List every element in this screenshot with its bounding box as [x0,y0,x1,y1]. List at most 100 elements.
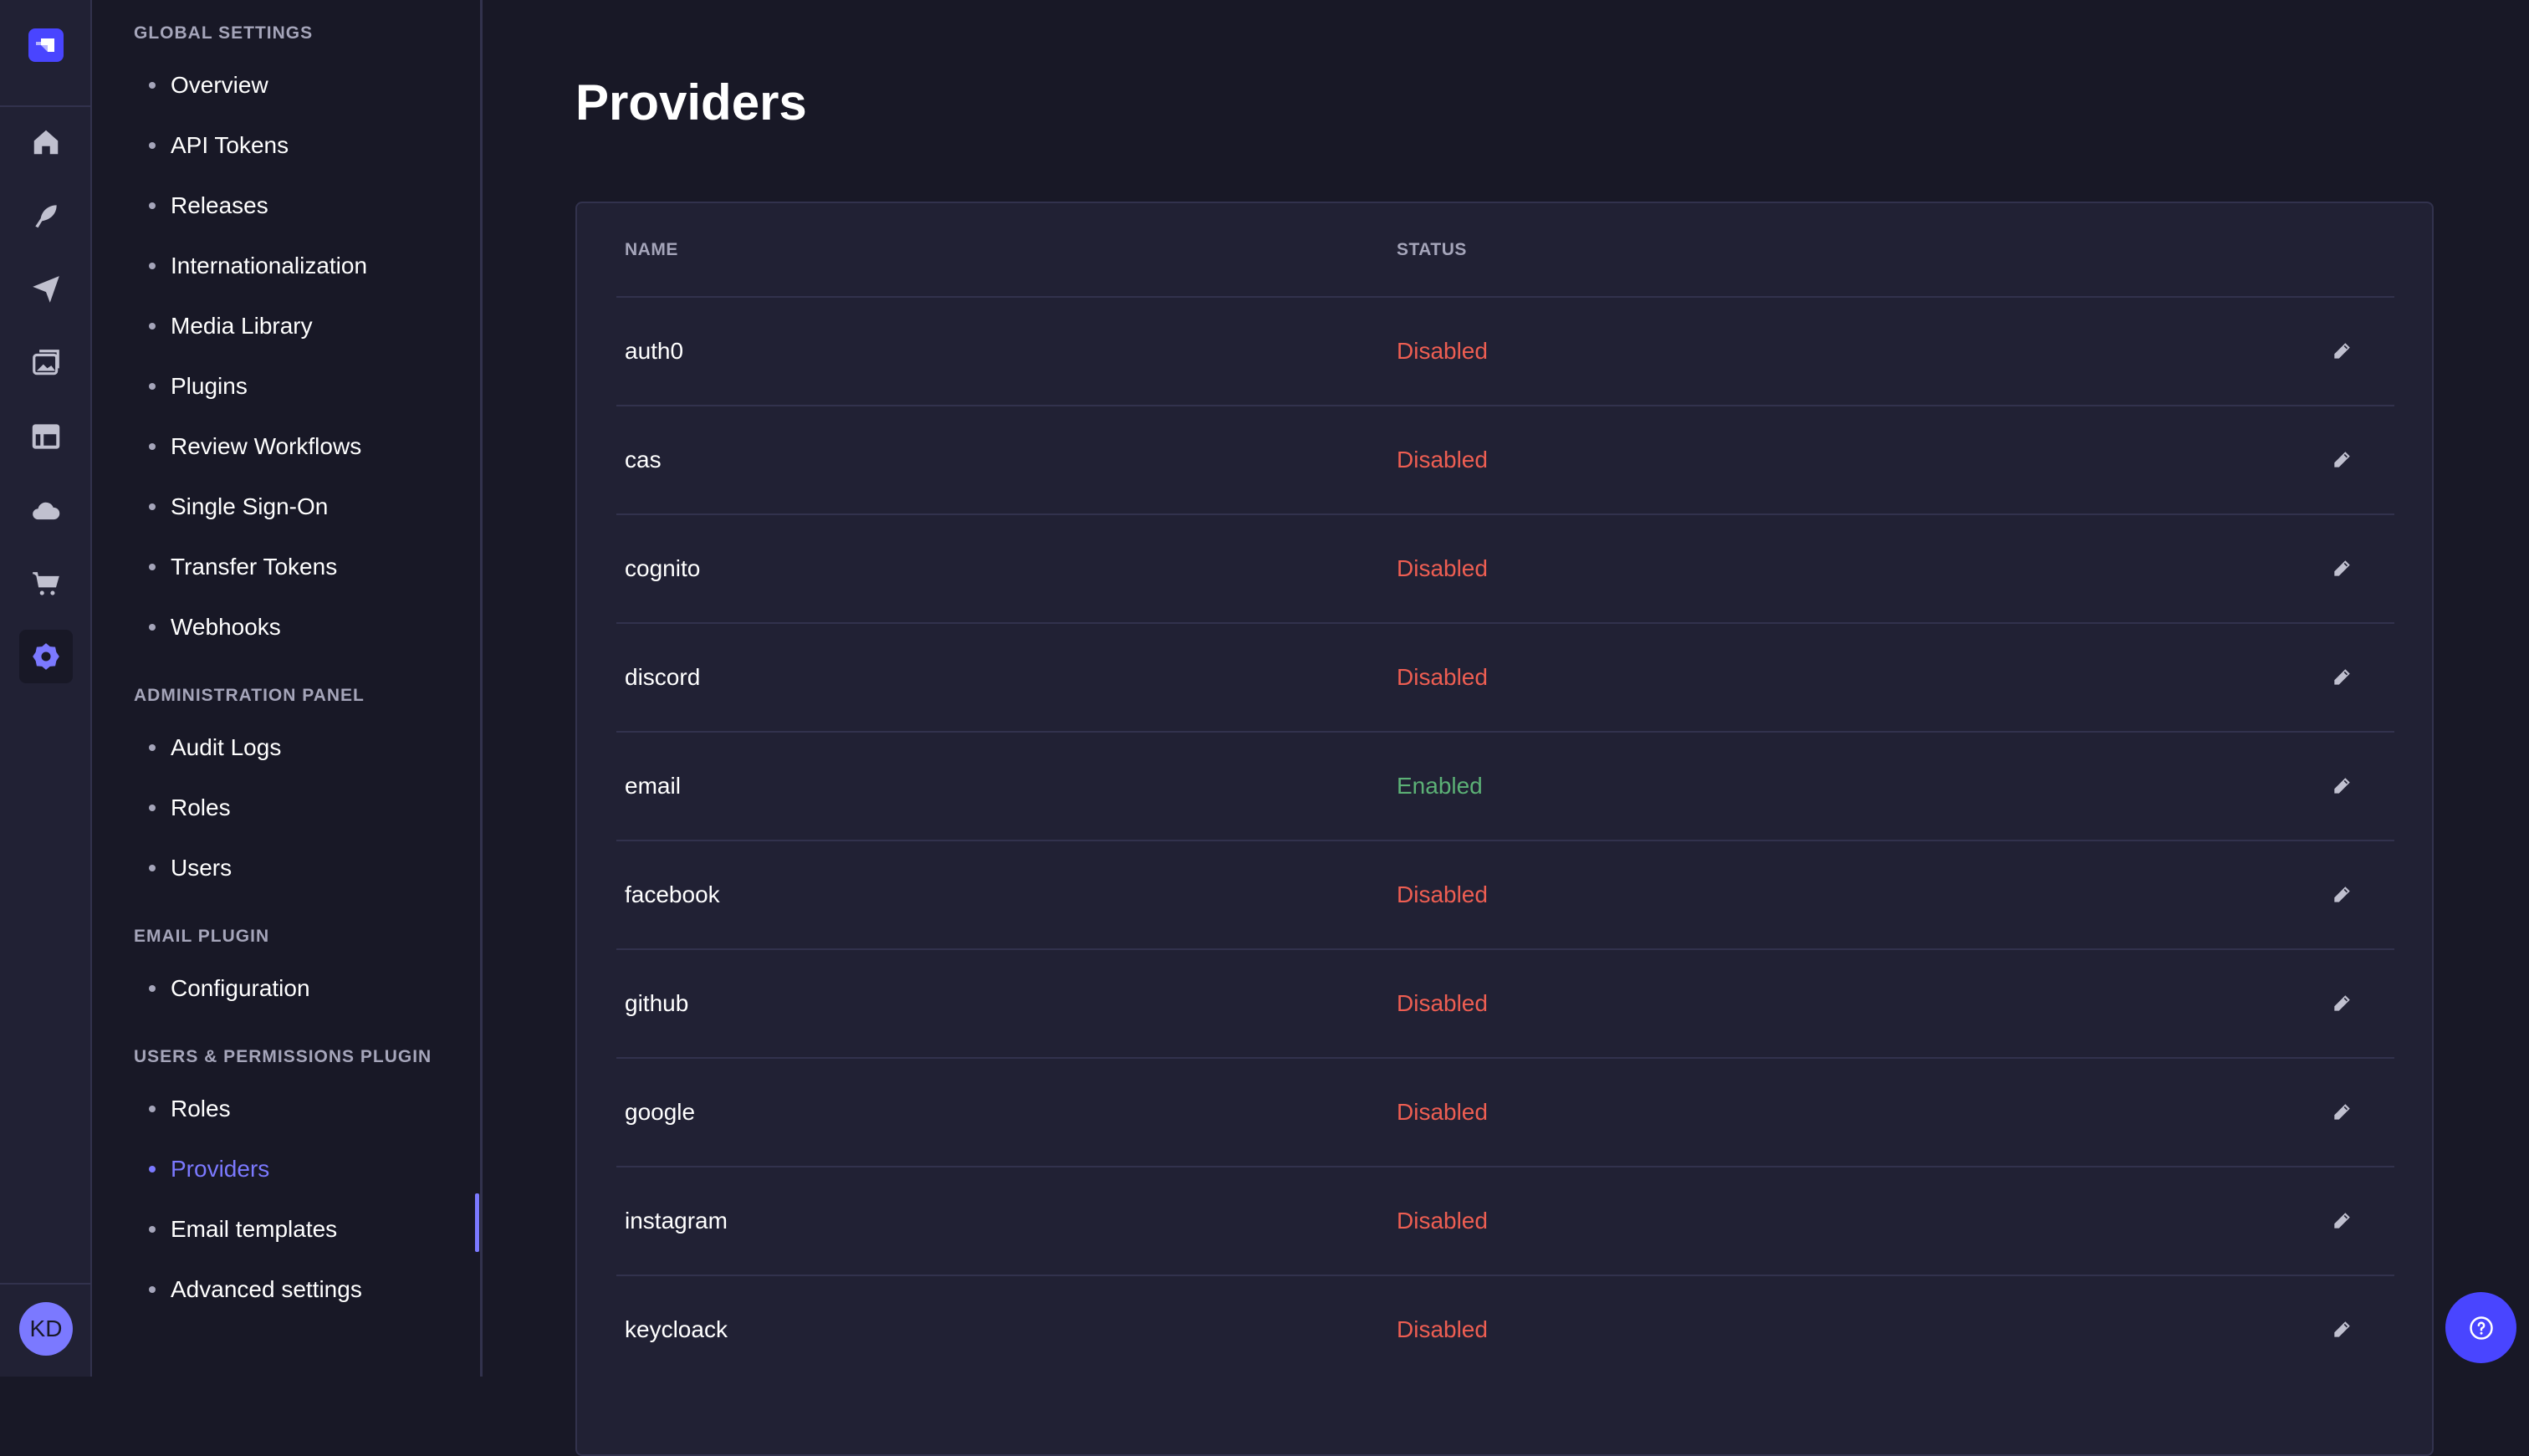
nav-item-audit-logs[interactable]: Audit Logs [149,734,281,761]
nav-item-label: Review Workflows [171,433,362,459]
strapi-logo[interactable] [28,28,64,62]
deploy-plane-icon [33,276,59,303]
status-badge: Enabled [1397,773,1483,799]
nav-item-label: Overview [171,72,268,98]
status-badge: Disabled [1397,555,1488,581]
edit-button[interactable] [2327,662,2357,692]
layout-icon [32,424,60,449]
table-row[interactable]: google Disabled [616,1057,2394,1166]
providers-table: NAME STATUS auth0 Disabled cas Disabled cogn… [575,202,2434,1456]
edit-button[interactable] [2327,771,2357,801]
nav-item-webhooks[interactable]: Webhooks [149,614,281,641]
edit-button[interactable] [2327,989,2357,1019]
edit-button[interactable] [2327,445,2357,475]
status-badge: Disabled [1397,1099,1488,1125]
nav-item-email-templates[interactable]: Email templates [149,1216,337,1243]
rail-divider [0,1283,90,1285]
table-row[interactable]: cognito Disabled [616,513,2394,622]
user-avatar[interactable]: KD [19,1302,73,1356]
nav-item-advanced-settings[interactable]: Advanced settings [149,1276,362,1303]
nav-item-label: Audit Logs [171,734,282,760]
rail-item-home[interactable] [26,122,66,162]
nav-item-label: Media Library [171,313,313,339]
rail-item-cloud[interactable] [26,490,66,530]
help-icon [2469,1316,2493,1340]
edit-button[interactable] [2327,336,2357,366]
bullet-icon [149,1166,156,1172]
rail-item-deploy-plane[interactable] [26,269,66,309]
status-badge: Disabled [1397,1316,1488,1342]
home-icon [33,130,59,155]
nav-item-plugins[interactable]: Plugins [149,373,248,400]
table-row[interactable]: github Disabled [616,948,2394,1057]
status-badge: Disabled [1397,338,1488,364]
bullet-icon [149,383,156,390]
table-row[interactable]: keycloack Disabled [616,1275,2394,1383]
nav-item-transfer-tokens[interactable]: Transfer Tokens [149,554,337,580]
bullet-icon [149,865,156,871]
nav-item-internationalization[interactable]: Internationalization [149,253,367,279]
rail-item-media-library[interactable] [26,343,66,383]
nav-item-label: API Tokens [171,132,289,158]
nav-item-single-sign-on[interactable]: Single Sign-On [149,493,328,520]
table-row[interactable]: discord Disabled [616,622,2394,731]
nav-item-releases[interactable]: Releases [149,192,268,219]
rail-item-settings-gear[interactable] [19,630,73,683]
nav-item-configuration[interactable]: Configuration [149,975,310,1002]
nav-item-label: Roles [171,794,231,820]
pencil-icon [2334,560,2350,576]
provider-name: keycloack [625,1316,728,1342]
table-row[interactable]: cas Disabled [616,405,2394,513]
pencil-icon [2334,1104,2350,1120]
table-row[interactable]: email Enabled [616,731,2394,840]
bullet-icon [149,1106,156,1112]
nav-item-label: Single Sign-On [171,493,329,519]
nav-item-api-tokens[interactable]: API Tokens [149,132,289,159]
edit-button[interactable] [2327,1315,2357,1345]
table-row[interactable]: auth0 Disabled [616,296,2394,405]
table-row[interactable]: instagram Disabled [616,1166,2394,1275]
nav-item-providers[interactable]: Providers [149,1156,269,1183]
nav-item-review-workflows[interactable]: Review Workflows [149,433,361,460]
nav-item-label: Configuration [171,975,310,1001]
edit-button[interactable] [2327,880,2357,910]
provider-name: instagram [625,1208,728,1234]
status-badge: Disabled [1397,1208,1488,1234]
provider-name: cognito [625,555,701,581]
pencil-icon [2334,778,2350,794]
nav-item-label: Releases [171,192,268,218]
nav-item-roles[interactable]: Roles [149,1096,231,1122]
nav-section-title: ADMINISTRATION PANEL [134,686,365,705]
nav-item-label: Roles [171,1096,231,1121]
pencil-icon [2334,343,2350,359]
bullet-icon [149,564,156,570]
rail-divider [0,105,90,107]
nav-item-media-library[interactable]: Media Library [149,313,313,340]
bullet-icon [149,744,156,751]
edit-button[interactable] [2327,1097,2357,1127]
nav-item-overview[interactable]: Overview [149,72,268,99]
nav-section-title: EMAIL PLUGIN [134,927,270,946]
settings-gear-icon [33,643,59,670]
nav-item-roles[interactable]: Roles [149,794,231,821]
provider-name: cas [625,447,662,473]
nav-scrollbar[interactable] [475,1193,479,1252]
settings-sub-nav: GLOBAL SETTINGS Overview API Tokens Release… [92,0,483,1377]
edit-button[interactable] [2327,1206,2357,1236]
rail-item-layout[interactable] [26,416,66,457]
provider-name: auth0 [625,338,684,364]
nav-item-users[interactable]: Users [149,855,232,881]
pencil-icon [2334,1321,2350,1337]
pencil-icon [2334,452,2350,467]
status-badge: Disabled [1397,447,1488,473]
nav-item-label: Email templates [171,1216,338,1242]
help-button[interactable] [2445,1292,2516,1363]
bullet-icon [149,263,156,269]
table-row[interactable]: facebook Disabled [616,840,2394,948]
rail-item-marketplace-cart[interactable] [26,564,66,604]
rail-item-content-manager-feather[interactable] [26,196,66,236]
nav-section-title: USERS & PERMISSIONS PLUGIN [134,1047,432,1066]
provider-name: discord [625,664,701,690]
bullet-icon [149,142,156,149]
edit-button[interactable] [2327,554,2357,584]
